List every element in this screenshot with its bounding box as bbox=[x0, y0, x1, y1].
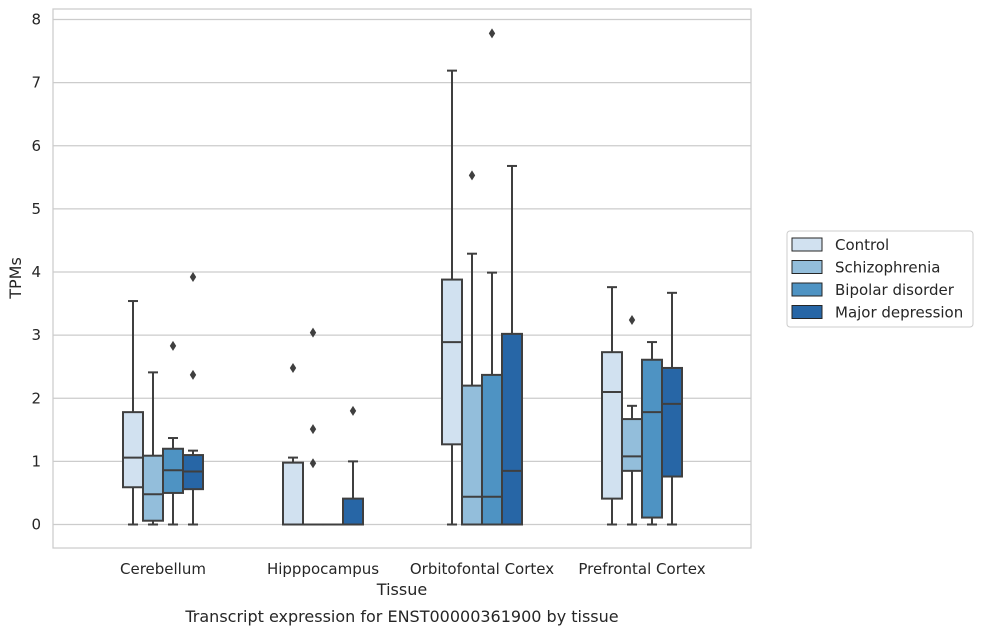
legend-label-major-depression: Major depression bbox=[835, 304, 963, 322]
legend-frame bbox=[786, 230, 974, 328]
box-body bbox=[122, 411, 144, 489]
outlier-point bbox=[309, 458, 317, 469]
outlier-point bbox=[189, 272, 197, 283]
legend-swatch-control bbox=[791, 237, 823, 252]
x-tick-label-orbitofontal-cortex: Orbitofontal Cortex bbox=[410, 560, 554, 578]
box-body bbox=[481, 373, 503, 526]
outlier-point bbox=[488, 28, 496, 39]
y-tick-labels: 0 1 2 3 4 5 6 7 8 bbox=[31, 11, 41, 534]
x-tick-label-cerebellum: Cerebellum bbox=[120, 560, 206, 578]
box-control-cerebellum bbox=[122, 300, 144, 526]
figure-caption: Transcript expression for ENST0000036190… bbox=[184, 607, 618, 626]
outlier-point bbox=[309, 424, 317, 435]
x-tick-label-prefrontal-cortex: Prefrontal Cortex bbox=[578, 560, 705, 578]
x-tick-label-hipppocampus: Hipppocampus bbox=[267, 560, 379, 578]
box-body bbox=[501, 332, 523, 526]
box-schizophrenia-orbitofontal-cortex bbox=[461, 170, 483, 526]
box-body bbox=[621, 418, 643, 472]
x-tick-labels: Cerebellum Hipppocampus Orbitofontal Corte… bbox=[120, 560, 706, 578]
plot-frame bbox=[52, 8, 752, 549]
box-schizophrenia-cerebellum bbox=[142, 371, 164, 526]
y-tick-label-8: 8 bbox=[31, 11, 41, 29]
y-tick-label-4: 4 bbox=[31, 263, 41, 281]
outlier-point bbox=[289, 362, 297, 373]
legend-label-bipolar-disorder: Bipolar disorder bbox=[835, 281, 955, 299]
outlier-point bbox=[468, 170, 476, 181]
outlier-point bbox=[628, 314, 636, 325]
box-body bbox=[601, 351, 623, 500]
box-control-hipppocampus bbox=[282, 362, 304, 526]
box-major-depression-cerebellum bbox=[182, 272, 204, 526]
y-tick-label-2: 2 bbox=[31, 389, 41, 407]
box-bipolar-disorder-orbitofontal-cortex bbox=[481, 28, 503, 526]
box-body bbox=[282, 461, 304, 526]
legend: Control Schizophrenia Bipolar disorder Majo… bbox=[786, 230, 974, 328]
box-major-depression-orbitofontal-cortex bbox=[501, 164, 523, 526]
y-tick-label-0: 0 bbox=[31, 516, 41, 534]
box-body bbox=[342, 497, 364, 526]
box-groups bbox=[122, 28, 683, 526]
y-tick-label-1: 1 bbox=[31, 452, 41, 470]
outlier-point bbox=[349, 405, 357, 416]
legend-swatch-major-depression bbox=[791, 305, 823, 319]
box-body bbox=[441, 278, 463, 446]
legend-swatch-schizophrenia bbox=[791, 260, 823, 274]
y-tick-label-7: 7 bbox=[31, 74, 41, 92]
box-body bbox=[461, 384, 483, 526]
y-axis-label: TPMs bbox=[6, 257, 25, 300]
box-bipolar-disorder-prefrontal-cortex bbox=[641, 341, 663, 526]
box-body bbox=[641, 358, 663, 519]
box-major-depression-prefrontal-cortex bbox=[661, 291, 683, 526]
x-axis-label: Tissue bbox=[376, 580, 427, 599]
box-body bbox=[661, 366, 683, 478]
outlier-point bbox=[189, 369, 197, 380]
legend-swatch-bipolar-disorder bbox=[791, 282, 823, 297]
box-control-orbitofontal-cortex bbox=[441, 69, 463, 526]
legend-label-control: Control bbox=[835, 236, 889, 254]
box-body bbox=[142, 454, 164, 522]
outlier-point bbox=[169, 340, 177, 351]
box-major-depression-hipppocampus bbox=[342, 405, 364, 526]
y-tick-label-6: 6 bbox=[31, 137, 41, 155]
legend-label-schizophrenia: Schizophrenia bbox=[835, 259, 940, 277]
outlier-point bbox=[309, 327, 317, 338]
y-tick-label-5: 5 bbox=[31, 200, 41, 218]
y-tick-label-3: 3 bbox=[31, 326, 41, 344]
box-bipolar-disorder-cerebellum bbox=[162, 340, 184, 526]
